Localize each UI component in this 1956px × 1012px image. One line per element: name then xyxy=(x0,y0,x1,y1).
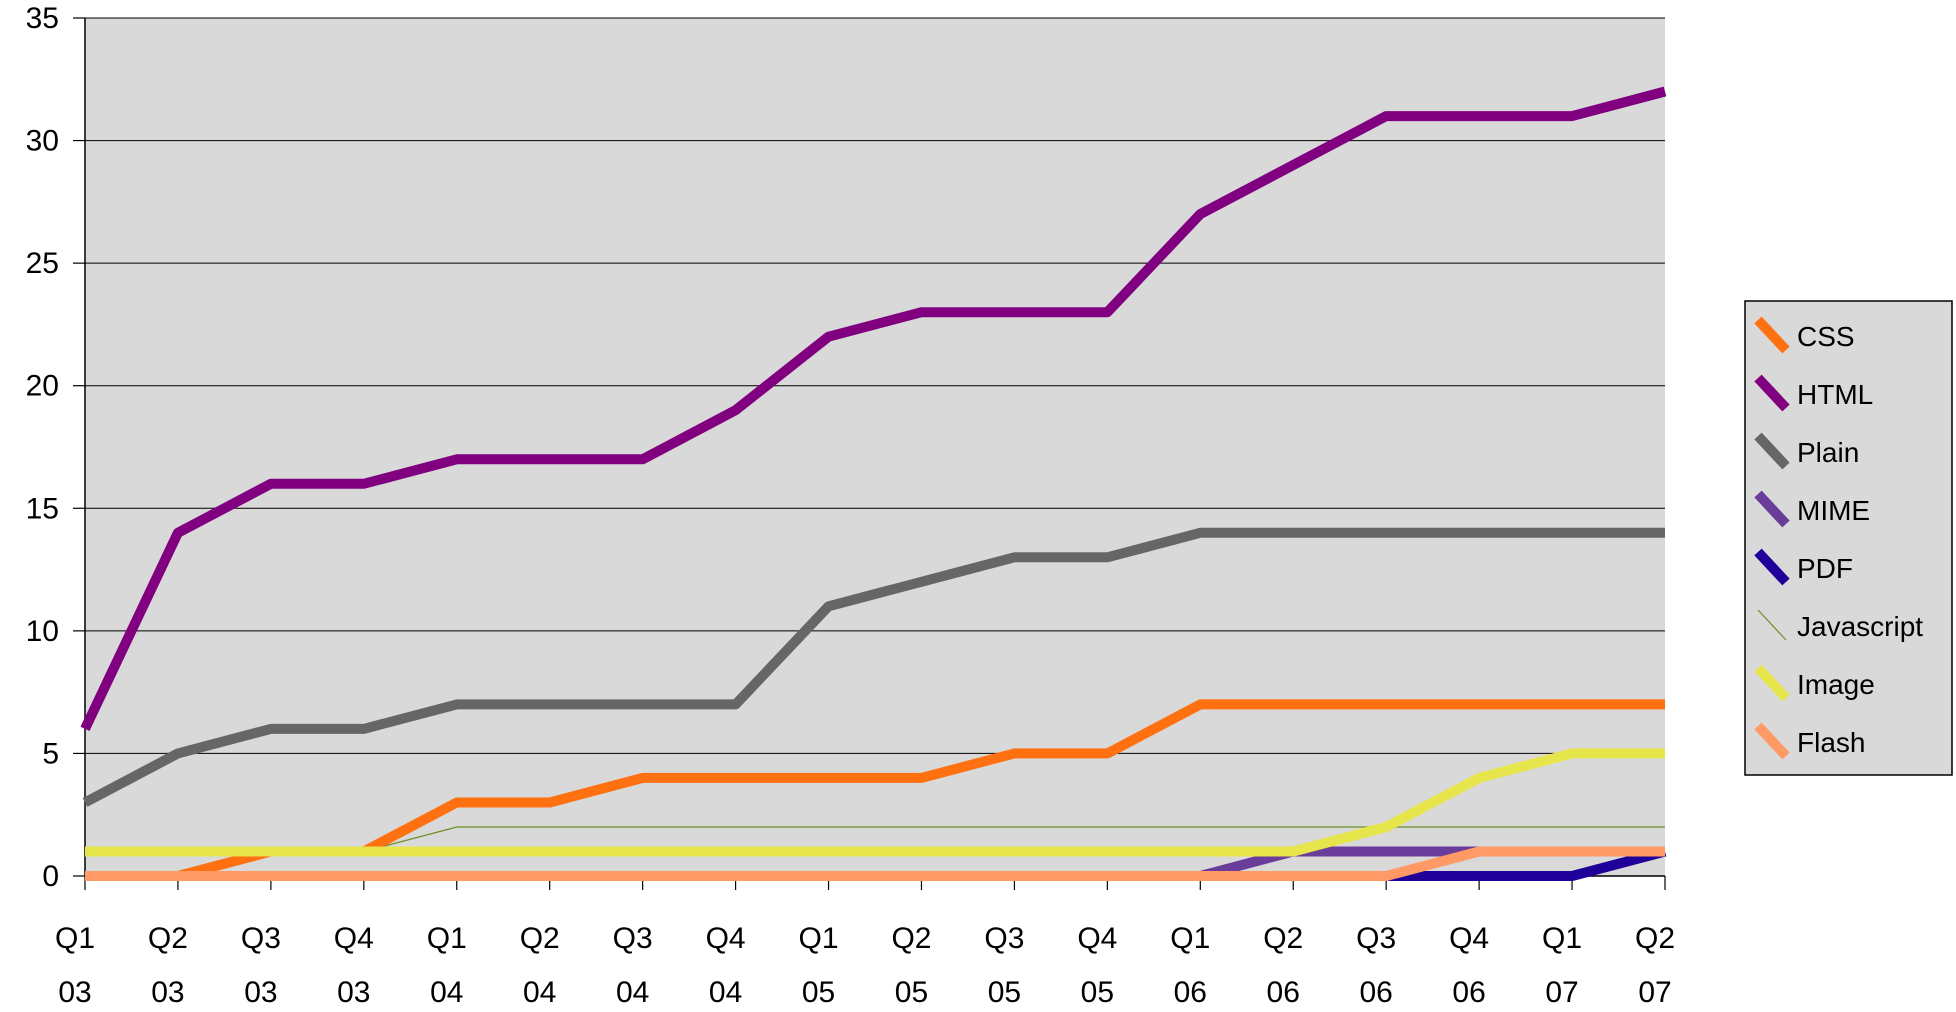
x-tick-quarter: Q4 xyxy=(1449,922,1489,955)
x-axis-ticks: Q1 03 Q2 03 Q3 03 Q4 03 Q1 04 Q2 04 Q3 04 Q4 04 Q1 05 Q2 05… xyxy=(55,876,1675,1009)
legend-label-flash: Flash xyxy=(1797,727,1865,758)
series-line-plain xyxy=(82,527,1665,807)
x-tick-quarter: Q3 xyxy=(984,922,1024,955)
x-tick-year: 06 xyxy=(1267,976,1300,1009)
x-tick-year: 07 xyxy=(1545,976,1578,1009)
legend-swatch-plain xyxy=(1754,432,1790,470)
y-axis-ticks: 0 5 10 15 20 25 30 35 xyxy=(26,2,85,893)
x-tick-quarter: Q1 xyxy=(55,922,95,955)
series-lines xyxy=(80,86,1667,881)
x-tick-year: 04 xyxy=(616,976,649,1009)
x-tick-year: 06 xyxy=(1359,976,1392,1009)
legend-label-css: CSS xyxy=(1797,321,1855,352)
legend-swatch-css xyxy=(1754,316,1790,354)
x-tick-quarter: Q1 xyxy=(1542,922,1582,955)
legend: CSS HTML Plain MIME PDF Javascript Image Flash xyxy=(1744,300,1953,776)
legend-label-mime: MIME xyxy=(1797,495,1870,526)
x-tick-quarter: Q2 xyxy=(1263,922,1303,955)
x-tick-quarter: Q4 xyxy=(706,922,746,955)
legend-label-javascript: Javascript xyxy=(1797,611,1923,642)
x-tick-year: 03 xyxy=(58,976,91,1009)
series-line-html xyxy=(80,86,1667,732)
legend-label-pdf: PDF xyxy=(1797,553,1853,584)
x-tick-quarter: Q3 xyxy=(241,922,281,955)
series-line-flash xyxy=(85,846,1665,881)
x-tick-quarter: Q1 xyxy=(799,922,839,955)
x-tick-quarter: Q2 xyxy=(520,922,560,955)
y-tick-label: 20 xyxy=(26,370,59,403)
x-tick-quarter: Q3 xyxy=(613,922,653,955)
legend-box xyxy=(1744,300,1953,776)
x-tick-quarter: Q3 xyxy=(1356,922,1396,955)
y-tick-label: 25 xyxy=(26,247,59,280)
legend-swatch-flash xyxy=(1754,722,1790,760)
x-tick-year: 06 xyxy=(1174,976,1207,1009)
x-tick-quarter: Q4 xyxy=(1077,922,1117,955)
x-tick-year: 04 xyxy=(523,976,556,1009)
x-tick-year: 03 xyxy=(244,976,277,1009)
x-tick-year: 06 xyxy=(1452,976,1485,1009)
y-tick-label: 15 xyxy=(26,492,59,525)
x-tick-quarter: Q2 xyxy=(1635,922,1675,955)
x-tick-year: 07 xyxy=(1638,976,1671,1009)
x-tick-year: 05 xyxy=(895,976,928,1009)
x-tick-year: 05 xyxy=(802,976,835,1009)
y-tick-label: 35 xyxy=(26,2,59,35)
y-tick-label: 10 xyxy=(26,615,59,648)
x-tick-quarter: Q4 xyxy=(334,922,374,955)
plot-area xyxy=(85,18,1665,876)
x-tick-quarter: Q1 xyxy=(1170,922,1210,955)
x-tick-year: 04 xyxy=(709,976,742,1009)
legend-label-html: HTML xyxy=(1797,379,1873,410)
x-tick-quarter: Q1 xyxy=(427,922,467,955)
legend-swatch-mime xyxy=(1754,490,1790,528)
x-tick-year: 05 xyxy=(988,976,1021,1009)
legend-label-plain: Plain xyxy=(1797,437,1859,468)
x-tick-year: 05 xyxy=(1081,976,1114,1009)
series-line-image xyxy=(85,748,1665,857)
legend-swatch-image xyxy=(1754,664,1790,702)
y-tick-label: 0 xyxy=(42,860,59,893)
legend-swatch-html xyxy=(1754,374,1790,412)
x-tick-quarter: Q2 xyxy=(891,922,931,955)
gridlines xyxy=(85,17,1665,754)
legend-swatch-javascript xyxy=(1757,609,1787,641)
legend-swatch-pdf xyxy=(1754,548,1790,586)
y-tick-label: 5 xyxy=(42,737,59,770)
x-tick-year: 04 xyxy=(430,976,463,1009)
x-tick-year: 03 xyxy=(337,976,370,1009)
x-tick-quarter: Q2 xyxy=(148,922,188,955)
x-tick-year: 03 xyxy=(151,976,184,1009)
legend-label-image: Image xyxy=(1797,669,1875,700)
y-tick-label: 30 xyxy=(26,125,59,158)
